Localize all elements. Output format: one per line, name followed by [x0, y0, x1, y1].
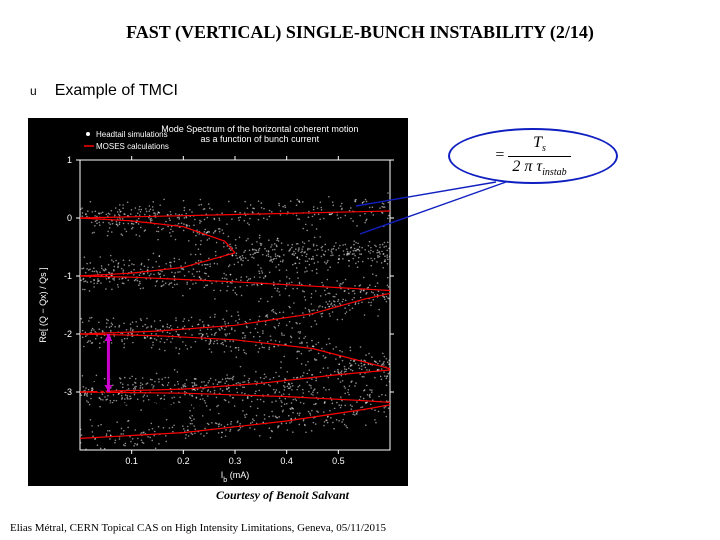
courtesy-text: Courtesy of Benoit Salvant: [216, 488, 349, 503]
qs-label: Qs (Synchrotron tune): [92, 378, 211, 415]
formula-bubble: = Ts 2 π τinstab: [448, 128, 618, 184]
svg-text:MOSES calculations: MOSES calculations: [96, 142, 169, 151]
svg-text:Mode Spectrum of the horizonta: Mode Spectrum of the horizontal coherent…: [161, 124, 358, 134]
bullet-row: u Example of TMCI: [30, 82, 178, 100]
bullet-text: Example of TMCI: [55, 82, 178, 100]
formula-fraction: Ts 2 π τinstab: [508, 134, 570, 177]
svg-text:0.5: 0.5: [332, 456, 345, 466]
svg-text:0.2: 0.2: [177, 456, 190, 466]
slide-footer: Elias Métral, CERN Topical CAS on High I…: [10, 522, 386, 534]
svg-text:0.4: 0.4: [280, 456, 293, 466]
formula-content: = Ts 2 π τinstab: [495, 134, 570, 177]
bullet-glyph: u: [30, 84, 37, 98]
svg-text:1: 1: [67, 155, 72, 165]
svg-text:0: 0: [67, 213, 72, 223]
formula-eq: =: [495, 147, 504, 164]
svg-text:Re[ (Q − Qx) / Qs ]: Re[ (Q − Qx) / Qs ]: [38, 267, 48, 342]
svg-text:as a function of bunch current: as a function of bunch current: [201, 134, 320, 144]
qs-symbol: Qs: [92, 378, 107, 394]
svg-text:-1: -1: [64, 271, 72, 281]
svg-text:0.3: 0.3: [229, 456, 242, 466]
svg-text:-2: -2: [64, 329, 72, 339]
chart-svg: 10-1-2-30.10.20.30.40.5Ib (mA)Re[ (Q − Q…: [28, 118, 408, 486]
qs-desc: (Synchrotron tune): [92, 398, 211, 414]
svg-text:Headtail simulations: Headtail simulations: [96, 130, 168, 139]
mode-spectrum-chart: 10-1-2-30.10.20.30.40.5Ib (mA)Re[ (Q − Q…: [28, 118, 408, 486]
svg-text:0.1: 0.1: [125, 456, 138, 466]
slide-root: FAST (VERTICAL) SINGLE-BUNCH INSTABILITY…: [0, 0, 720, 540]
svg-text:-3: -3: [64, 387, 72, 397]
page-title: FAST (VERTICAL) SINGLE-BUNCH INSTABILITY…: [0, 22, 720, 43]
